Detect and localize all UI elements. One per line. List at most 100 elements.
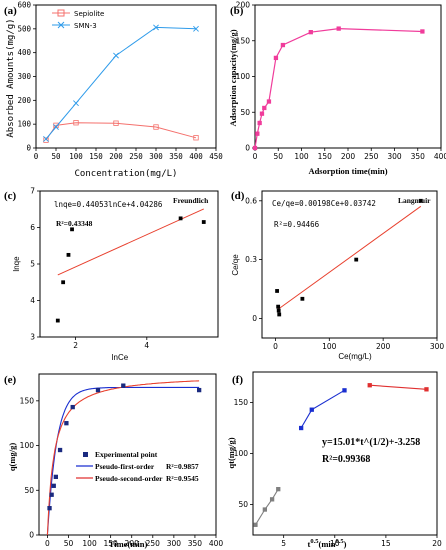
red-segment-point	[424, 387, 429, 392]
y-tick-label: 6	[30, 223, 35, 232]
y-tick-label: 100	[20, 441, 35, 450]
freundlich-point	[55, 318, 60, 323]
x-tick-label: 150	[89, 152, 103, 161]
x-tick-label: 250	[129, 152, 143, 161]
capacity-point	[308, 30, 313, 35]
panel-d-frame	[261, 190, 438, 339]
y-tick-label: 50	[24, 486, 34, 495]
panel-f-label: (f)	[232, 374, 243, 386]
freundlich-point	[70, 227, 74, 232]
x-tick-label: 20	[432, 539, 442, 548]
y-tick-label: 200	[236, 1, 251, 10]
sepiolite-line	[45, 122, 197, 141]
panel-d-label: (d)	[231, 190, 245, 202]
y-tick-label: 200	[17, 96, 31, 105]
capacity-point	[257, 120, 262, 126]
panel-d-marks	[275, 198, 423, 317]
panel-d-ticks: 0 100 200 300 0 0.3 0.6	[245, 196, 444, 351]
x-tick-label: 2	[73, 341, 78, 350]
panel-a-legend: Sepiolite SMN-3	[52, 9, 104, 30]
y-tick-label: 50	[240, 108, 250, 117]
langmuir-point	[418, 198, 423, 203]
blue-segment-point	[342, 388, 347, 393]
experimental-point	[57, 447, 63, 453]
panel-a-ticks: 0 50 100 150 200 250 300 350 400 450 0 100 200 300 400…	[17, 1, 223, 162]
capacity-point	[273, 55, 279, 61]
freundlich-point	[178, 216, 183, 221]
panel-f-xlabel: t0.5(min0.5)	[308, 538, 347, 549]
capacity-point	[266, 99, 272, 104]
y-tick-label: 0	[245, 144, 250, 153]
y-tick-label: 500	[17, 24, 31, 33]
panel-e-legend-1: Pseudo-first-order	[95, 462, 155, 471]
y-tick-label: 150	[234, 398, 249, 407]
freundlich-point	[61, 280, 66, 285]
y-tick-label: 100	[17, 120, 31, 129]
panel-b-ylabel: Adsorption capacity(mg/g)	[228, 29, 238, 126]
x-tick-label: 350	[188, 539, 203, 548]
y-tick-label: 0	[29, 531, 34, 540]
panel-e-ylabel: q(mg/g)	[7, 443, 17, 472]
y-tick-label: 0.6	[245, 196, 257, 205]
y-tick-label: 400	[17, 48, 31, 57]
capacity-point	[255, 131, 260, 136]
capacity-point	[252, 145, 258, 151]
x-tick-label: 350	[411, 152, 426, 161]
x-tick-label: 100	[322, 342, 337, 351]
panel-c-r2: R²=0.43348	[56, 219, 93, 228]
panel-a-legend-0: Sepiolite	[74, 10, 104, 18]
panel-e-frame	[38, 373, 217, 536]
sepiolite-point	[43, 137, 49, 143]
smn3-point	[73, 100, 79, 107]
capacity-point	[420, 29, 425, 34]
smn3-point	[113, 52, 119, 59]
panel-d-r2: R²=0.94466	[274, 220, 320, 229]
panel-c-xlabel: lnCe	[112, 353, 129, 362]
x-tick-label: 200	[125, 539, 140, 548]
x-tick-label: 0	[45, 539, 50, 548]
red-segment-point	[367, 383, 372, 388]
x-tick-label: 0	[273, 342, 278, 351]
x-tick-label: 5	[281, 539, 286, 548]
panel-e-xlabel: Time(min)	[109, 539, 148, 549]
experimental-point	[47, 506, 52, 511]
panel-e-label: (e)	[4, 374, 17, 386]
panel-c-ticks: 2 4 3 4 5 6 7	[30, 187, 149, 351]
x-tick-label: 50	[273, 152, 283, 161]
x-tick-label: 300	[149, 152, 163, 161]
panel-f-equation: y=15.01*t^(1/2)+-3.258	[322, 437, 420, 448]
y-tick-label: 0	[26, 144, 31, 153]
panel-a-xlabel: Concentration(mg/L)	[75, 169, 178, 179]
capacity-point	[259, 111, 265, 116]
red-segment-line	[369, 384, 427, 390]
panel-e-legend-2: Pseudo-second-order	[95, 474, 163, 483]
blue-segment-line	[300, 389, 345, 429]
panel-f: (f) 5 10 15 20 50 100 150 t0.5(min0.5) qt(mg/g…	[226, 371, 442, 549]
panel-a-label: (a)	[4, 5, 17, 17]
panel-f-r2: R²=0.99368	[322, 454, 370, 465]
panel-e-ticks: 0 50 100 150 200 250 300 350 400 0 50 100 150	[20, 396, 224, 548]
panel-e-legend-1-r2: R²=0.9857	[166, 462, 199, 471]
gray-segment-point	[269, 497, 275, 502]
langmuir-point	[276, 308, 281, 313]
x-tick-label: 50	[64, 539, 74, 548]
panel-d-xlabel: Ce(mg/L)	[338, 352, 372, 361]
y-tick-label: 0.3	[245, 255, 257, 264]
capacity-point	[262, 105, 267, 111]
langmuir-fit-line	[276, 205, 422, 311]
experimental-point	[51, 483, 56, 488]
gray-segment-point	[276, 487, 281, 492]
x-tick-label: 200	[341, 152, 356, 161]
y-tick-label: 50	[238, 500, 248, 509]
blue-segment-point	[309, 407, 314, 412]
x-tick-label: 100	[294, 152, 309, 161]
panel-b-xlabel: Adsorption time(min)	[308, 166, 387, 176]
x-tick-label: 150	[103, 539, 118, 548]
x-tick-label: 4	[144, 341, 149, 350]
panel-b-ticks: 0 50 100 150 200 250 300 350 400 0 50 100 150 200	[236, 1, 446, 162]
panel-b: (b) 0 50 100 150 200 250 300 350 400 0 50 100 150 200…	[228, 1, 446, 177]
panel-d: (d) 0 100 200 300 0 0.3 0.6 Ce(mg/L) Ce/qe Ce/…	[231, 190, 444, 361]
x-tick-label: 350	[169, 152, 183, 161]
experimental-point	[121, 383, 126, 388]
